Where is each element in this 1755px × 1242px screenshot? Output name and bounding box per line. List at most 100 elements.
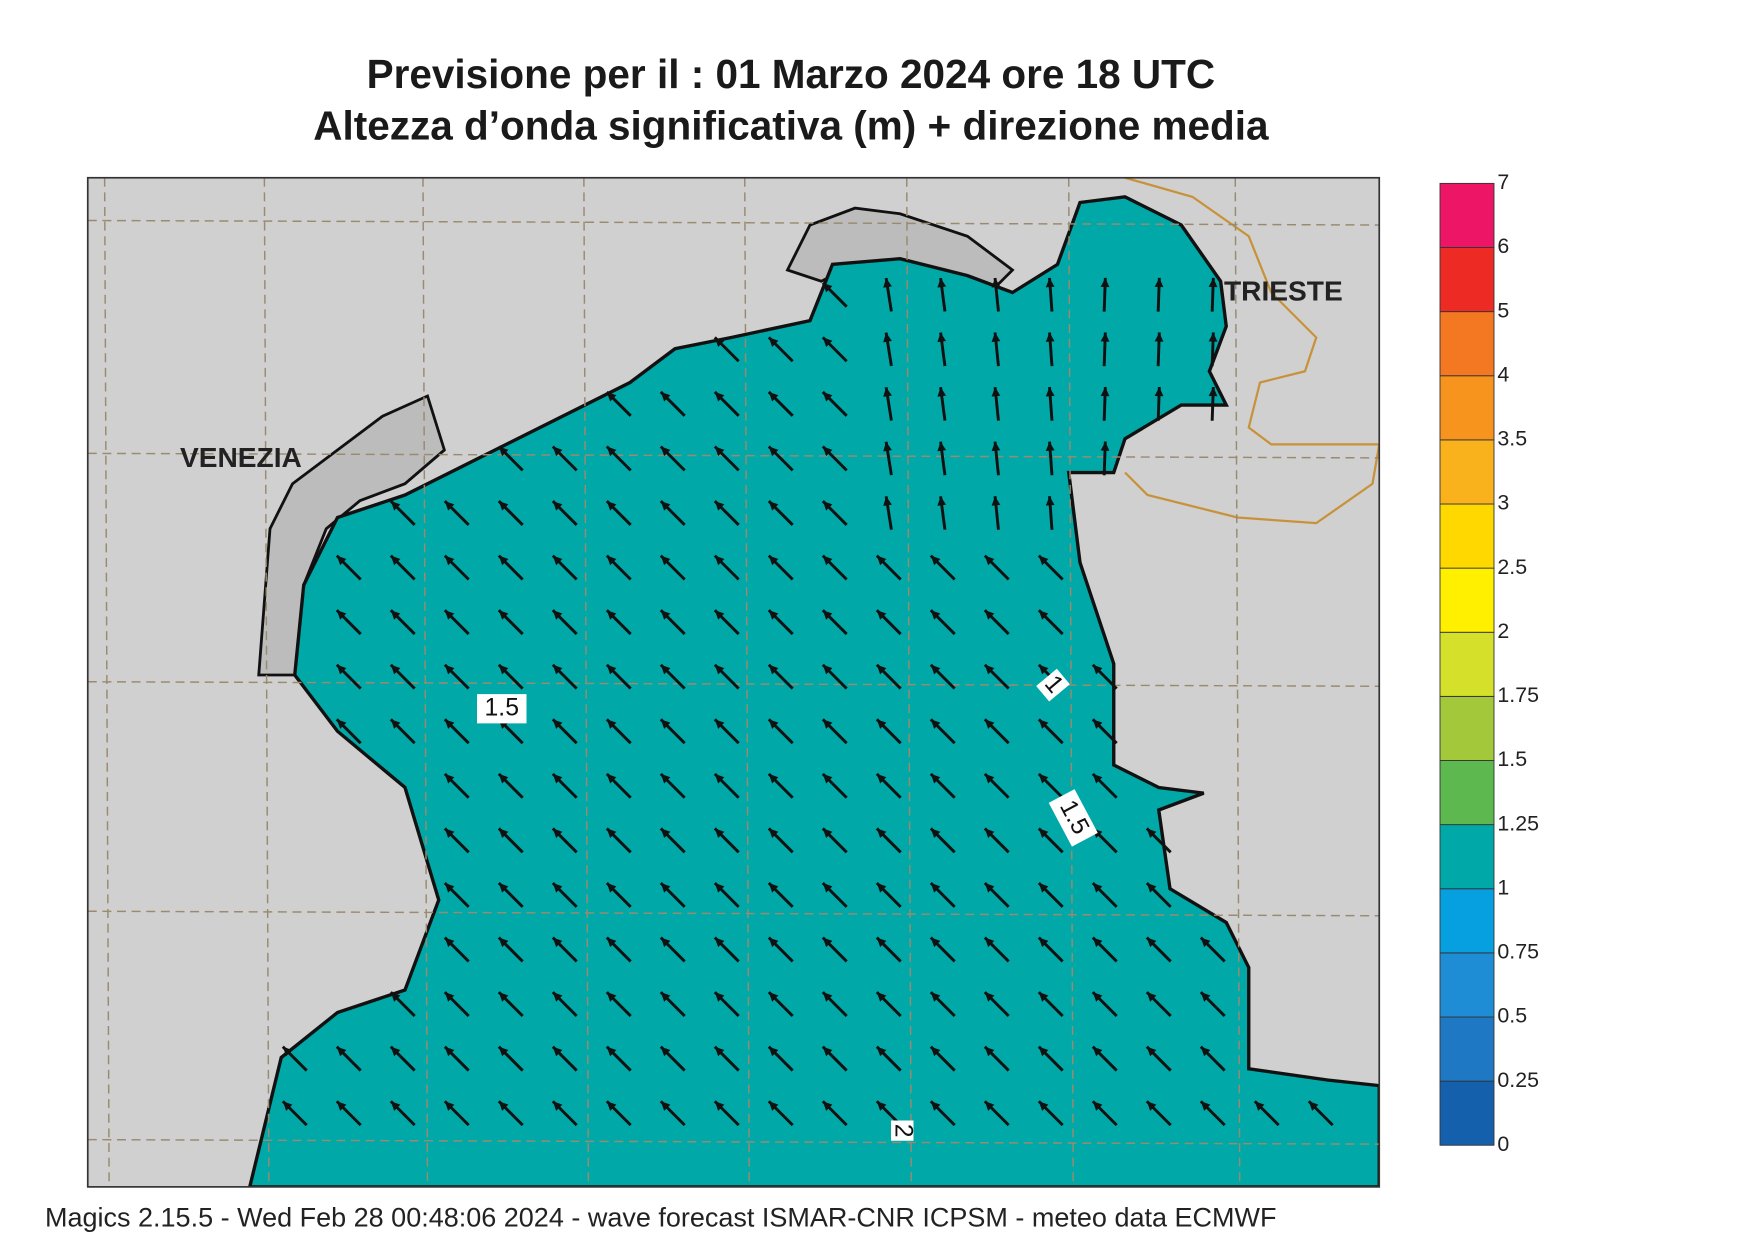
arrow-head xyxy=(1038,883,1049,893)
arrow-head xyxy=(991,277,1001,288)
arrow-head xyxy=(1045,496,1055,506)
arrow-head xyxy=(498,555,509,566)
contour-label: 1.5 xyxy=(477,694,527,724)
arrow-head xyxy=(660,773,671,784)
arrow-head xyxy=(1045,332,1055,342)
footer: Magics 2.15.5 - Wed Feb 28 00:48:06 2024… xyxy=(45,1202,1276,1232)
arrow-head xyxy=(930,610,941,620)
arrow-head xyxy=(606,555,617,566)
arrow-head xyxy=(444,610,455,620)
arrow-head xyxy=(930,1046,941,1057)
arrow-head xyxy=(660,501,671,511)
arrow-head xyxy=(822,391,833,402)
arrow-head xyxy=(552,937,563,948)
arrow-head xyxy=(768,446,779,457)
arrow-head xyxy=(822,446,833,457)
arrow-head xyxy=(498,446,509,457)
title: Previsione per il : 01 Marzo 2024 ore 18… xyxy=(367,51,1216,97)
arrow-head xyxy=(1045,441,1055,452)
arrow-head xyxy=(937,496,947,506)
graticule xyxy=(87,177,1380,1187)
arrow-head xyxy=(498,664,509,675)
arrow-head xyxy=(930,664,941,675)
arrow-head xyxy=(876,773,887,784)
arrow-head xyxy=(822,719,833,729)
arrow-head xyxy=(660,555,671,566)
colorbar-swatch xyxy=(1439,311,1495,377)
arrow-head xyxy=(714,828,725,839)
grid-line xyxy=(87,910,1380,917)
wave-direction-arrows xyxy=(281,277,1334,1127)
colorbar-swatch xyxy=(1439,1016,1495,1082)
arrow-head xyxy=(390,1046,401,1057)
arrow-head xyxy=(822,1046,833,1057)
arrow-head xyxy=(937,278,947,288)
arrow-head xyxy=(1038,664,1049,675)
colorbar-swatch xyxy=(1439,631,1495,697)
arrow-head xyxy=(937,441,947,452)
arrow-head xyxy=(768,664,779,675)
arrow-head xyxy=(552,501,563,511)
arrow-head xyxy=(660,391,671,402)
arrow-head xyxy=(390,555,401,566)
arrow-head xyxy=(606,937,617,948)
arrow-head xyxy=(606,501,617,511)
colorbar-label: 2.5 xyxy=(1497,555,1527,579)
colorbar-label: 6 xyxy=(1497,234,1509,258)
arrow-head xyxy=(930,992,941,1002)
arrow-head xyxy=(768,719,779,729)
colorbar-swatch xyxy=(1439,503,1495,569)
arrow-head xyxy=(984,610,995,620)
arrow-head xyxy=(984,883,995,893)
arrow-head xyxy=(660,883,671,893)
arrow-head xyxy=(937,332,947,343)
place-label: TRIESTE xyxy=(1224,275,1343,306)
arrow-head xyxy=(883,387,892,397)
arrow-head xyxy=(714,773,725,784)
arrow-head xyxy=(822,773,833,784)
arrow-head xyxy=(1092,992,1103,1002)
arrow-head xyxy=(606,719,617,729)
arrow-head xyxy=(444,719,455,729)
label-box xyxy=(1048,789,1098,847)
arrow-head xyxy=(984,937,995,948)
arrow-head xyxy=(660,992,671,1002)
colorbar-label: 1.5 xyxy=(1497,747,1527,771)
arrow-head xyxy=(714,610,725,620)
arrow-head xyxy=(1038,992,1049,1002)
arrow-head xyxy=(444,992,455,1002)
arrow-head xyxy=(1200,1046,1211,1057)
colorbar-label: 0.5 xyxy=(1497,1004,1527,1028)
arrow-head xyxy=(876,937,887,948)
colorbar-swatch xyxy=(1439,247,1495,313)
arrow-head xyxy=(606,610,617,620)
arrow-head xyxy=(714,391,725,402)
arrow-head xyxy=(984,1046,995,1057)
arrow-head xyxy=(1208,277,1218,288)
arrow-head xyxy=(768,555,779,566)
arrow-head xyxy=(930,883,941,893)
arrow-head xyxy=(660,446,671,457)
arrow-head xyxy=(336,719,347,729)
arrow-head xyxy=(714,555,725,566)
arrow-head xyxy=(1146,1046,1157,1057)
arrow-head xyxy=(991,332,1001,343)
arrow-head xyxy=(1208,387,1218,397)
arrow-head xyxy=(336,1101,347,1111)
arrow-head xyxy=(552,719,563,729)
arrow-head xyxy=(991,496,1001,506)
arrow-head xyxy=(1146,1101,1157,1111)
colorbar-swatch xyxy=(1439,375,1495,441)
colorbar-swatch xyxy=(1439,824,1495,890)
arrow-head xyxy=(822,610,833,620)
colorbar-label: 3.5 xyxy=(1497,427,1527,451)
colorbar-label: 5 xyxy=(1497,298,1509,322)
colorbar-swatch xyxy=(1439,1080,1495,1146)
arrow-head xyxy=(1092,773,1103,784)
arrow-head xyxy=(444,773,455,784)
arrow-head xyxy=(714,883,725,893)
colorbar-label: 1.25 xyxy=(1497,811,1539,835)
arrow-head xyxy=(822,501,833,511)
grid-line xyxy=(87,452,1380,459)
arrow-head xyxy=(876,1101,887,1111)
